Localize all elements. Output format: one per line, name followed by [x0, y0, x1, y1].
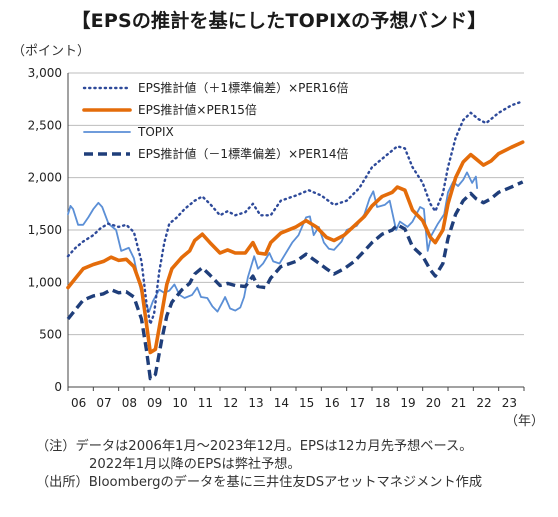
grid-lines: [68, 72, 524, 336]
note-line-2: 2022年1月以降のEPSは弊社予想。: [89, 457, 301, 472]
x-tick-label: 22: [476, 396, 491, 410]
x-tick-label: 09: [147, 396, 162, 410]
x-tick-label: 10: [172, 396, 187, 410]
x-tick-label: 20: [426, 396, 441, 410]
notes: （注）データは2006年1月～2023年12月。EPSは12カ月先予想ベース。 …: [36, 438, 482, 492]
series-line-3: [66, 180, 524, 381]
series-line-0: [66, 100, 524, 326]
y-tick-labels: 0 500 1,000 1,500 2,000 2,500 3,000: [28, 66, 62, 394]
y-tick-label: 2,000: [28, 171, 62, 185]
y-tick-label: 2,500: [28, 118, 62, 132]
x-tick-label: 08: [122, 396, 137, 410]
note-line-1: （注）データは2006年1月～2023年12月。EPSは12カ月先予想ベース。: [36, 439, 473, 454]
y-axis-unit: （ポイント）: [12, 44, 91, 59]
x-tick-label: 06: [71, 396, 86, 410]
x-tick-labels: 06 07 08 09 10 11 12 13 14 15 16 17 18 19 20 21 22 23: [71, 396, 517, 410]
legend-label-1: EPS推計値×PER15倍: [138, 102, 257, 117]
x-tick-label: 11: [198, 396, 213, 410]
x-axis-unit: （年）: [505, 414, 545, 429]
x-tick-label: 13: [248, 396, 263, 410]
x-tick-label: 18: [375, 396, 390, 410]
y-tick-label: 500: [39, 328, 62, 342]
legend-label-0: EPS推計値（＋1標準偏差）×PER16倍: [138, 80, 349, 95]
x-tick-label: 14: [274, 396, 289, 410]
series-line-1: [66, 140, 525, 355]
x-tick-label: 12: [223, 396, 238, 410]
legend-label-2: TOPIX: [137, 125, 174, 139]
axes: [67, 73, 525, 391]
x-tick-label: 23: [502, 396, 517, 410]
note-line-3: （出所）Bloombergのデータを基に三井住友DSアセットマネジメント作成: [36, 475, 483, 490]
y-tick-label: 1,000: [28, 275, 62, 289]
x-tick-label: 21: [451, 396, 466, 410]
legend: EPS推計値（＋1標準偏差）×PER16倍 EPS推計値×PER15倍 TOPIX E…: [82, 80, 349, 161]
series-lines: [66, 100, 525, 381]
chart-title: 【EPSの推計を基にしたTOPIXの予想バンド】: [71, 10, 487, 32]
y-tick-label: 1,500: [28, 223, 62, 237]
x-tick-label: 16: [324, 396, 339, 410]
x-tick-label: 07: [96, 396, 111, 410]
x-tick-label: 17: [350, 396, 365, 410]
x-tick-label: 19: [400, 396, 415, 410]
x-tick-label: 15: [299, 396, 314, 410]
legend-label-3: EPS推計値（－1標準偏差）×PER14倍: [138, 146, 349, 161]
y-tick-label: 0: [54, 380, 62, 394]
y-tick-label: 3,000: [28, 66, 62, 80]
